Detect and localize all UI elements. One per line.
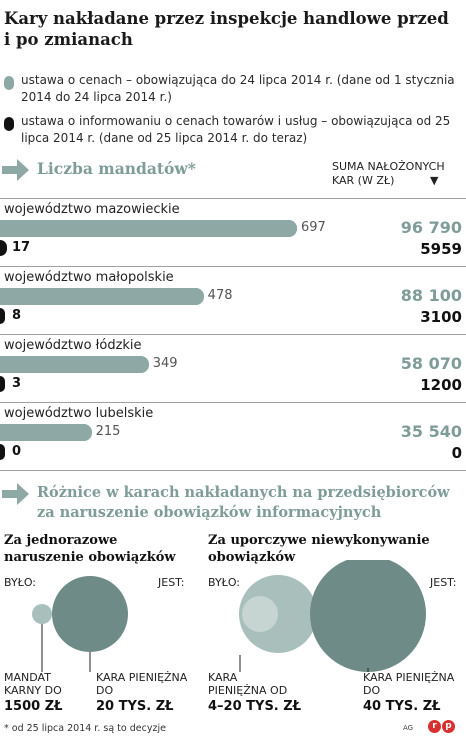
right-before-min-circle xyxy=(242,596,278,632)
bar-new xyxy=(0,376,5,392)
logo-r-icon: r xyxy=(428,720,441,733)
left-before-value: 1500 ZŁ xyxy=(4,699,63,714)
bar-new-value: 8 xyxy=(12,308,22,323)
legend-swatch-new xyxy=(4,117,14,131)
right-before-label: KARA PIENIĘŻNA OD xyxy=(208,671,288,697)
penalty-circles xyxy=(32,560,426,672)
left-after-value: 20 TYS. ZŁ xyxy=(96,699,174,714)
arrow-right-icon xyxy=(2,159,29,181)
left-before-circle xyxy=(32,604,52,624)
bar-new xyxy=(0,444,5,460)
sum-new: 0 xyxy=(451,444,462,462)
left-panel-title: Za jednorazowe naruszenie obowiązków xyxy=(4,533,176,565)
right-before-caption: BYŁO: xyxy=(208,576,241,589)
bar-new xyxy=(0,308,5,324)
left-after-circle xyxy=(52,576,128,652)
bar-old-value: 478 xyxy=(207,288,233,303)
bar-new-value: 3 xyxy=(12,376,22,391)
row-divider xyxy=(0,402,466,403)
bar-old-value: 697 xyxy=(301,220,326,235)
sum-new: 1200 xyxy=(420,376,462,394)
legend-label-new: ustawa o informowaniu o cenach towarów i… xyxy=(21,114,451,145)
right-after-label: KARA PIENIĘŻNA DO xyxy=(363,671,455,697)
left-after-caption: JEST: xyxy=(158,576,185,589)
sum-header: SUMA NAŁOŻONYCH KAR (W ZŁ) xyxy=(332,160,445,187)
right-before-circle xyxy=(239,575,317,653)
right-after-circle xyxy=(310,560,426,672)
footnote: * od 25 lipca 2014 r. są to decyzje xyxy=(4,723,166,734)
left-before-caption: BYŁO: xyxy=(4,576,37,589)
bar-old xyxy=(0,356,149,373)
row-divider xyxy=(0,198,466,199)
row-divider xyxy=(0,470,466,471)
legend-swatch-old xyxy=(4,76,14,90)
left-before-label: MANDAT KARNY DO xyxy=(4,671,62,697)
bar-old xyxy=(0,424,92,441)
bar-old xyxy=(0,220,297,237)
arrow-right-icon xyxy=(2,483,29,505)
category-label: województwo łódzkie xyxy=(4,338,142,353)
bar-old-value: 349 xyxy=(152,356,178,371)
category-label: województwo małopolskie xyxy=(4,270,174,285)
bar-new xyxy=(0,240,8,256)
right-after-value: 40 TYS. ZŁ xyxy=(363,699,441,714)
bar-new-value: 17 xyxy=(12,240,31,255)
sum-new: 3100 xyxy=(420,308,462,326)
right-panel-title: Za uporczywe niewykonywanie obowiązków xyxy=(208,533,430,565)
bar-old-value: 215 xyxy=(95,424,121,439)
category-label: województwo mazowieckie xyxy=(4,202,180,217)
bar-old xyxy=(0,288,204,305)
category-label: województwo lubelskie xyxy=(4,406,154,421)
section1-title: Liczba mandatów* xyxy=(37,159,196,178)
sum-old: 58 070 xyxy=(400,354,462,373)
legend-label-old: ustawa o cenach – obowiązująca do 24 lip… xyxy=(21,73,455,104)
sort-down-icon: ▼ xyxy=(430,174,439,187)
sum-old: 35 540 xyxy=(400,422,462,441)
sum-old: 88 100 xyxy=(400,286,462,305)
section2-title: Różnice w karach nakładanych na przedsię… xyxy=(37,484,450,521)
chart-title: Kary nakładane przez inspekcje handlowe … xyxy=(4,9,449,49)
left-after-label: KARA PIENIĘŻNA DO xyxy=(96,671,188,697)
sum-old: 96 790 xyxy=(400,218,462,237)
credit: AG xyxy=(403,724,414,732)
row-divider xyxy=(0,334,466,335)
bar-new-value: 0 xyxy=(12,444,22,459)
right-after-caption: JEST: xyxy=(430,576,457,589)
sum-new: 5959 xyxy=(420,240,462,258)
row-divider xyxy=(0,266,466,267)
right-before-value: 4–20 TYS. ZŁ xyxy=(208,699,302,714)
logo-p-icon: p xyxy=(442,720,455,733)
